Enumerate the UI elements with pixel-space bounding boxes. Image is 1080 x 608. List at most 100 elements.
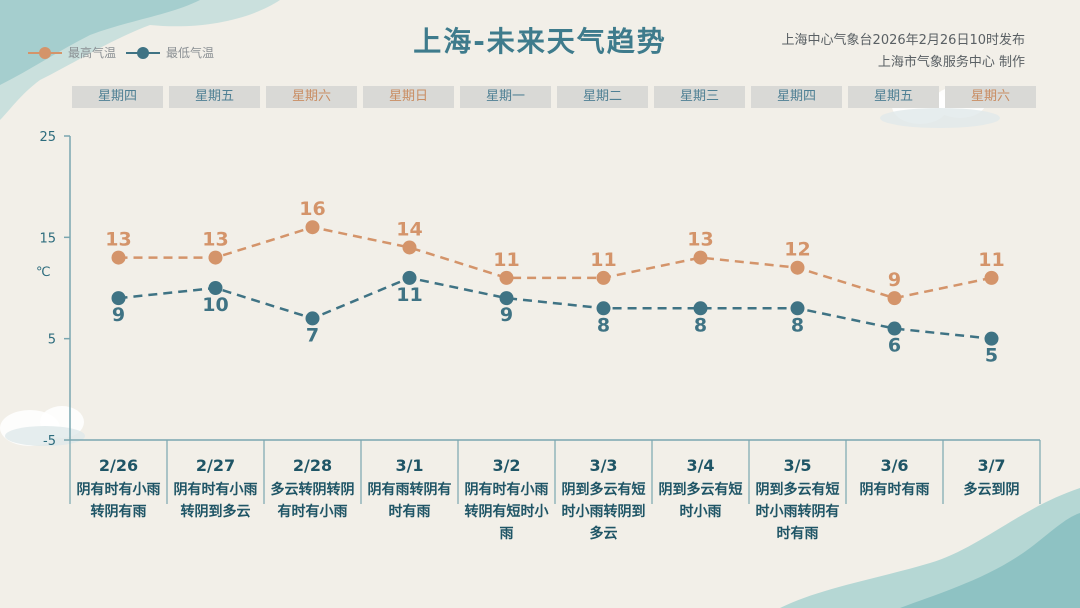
forecast-day-column: 3/4 阴到多云有短时小雨: [652, 442, 749, 523]
legend-low-label: 最低气温: [166, 46, 215, 60]
high-temp-point: [402, 240, 417, 255]
low-temp-point: [111, 291, 126, 306]
forecast-day-column: 2/27 阴有时有小雨转阴到多云: [167, 442, 264, 523]
weather-description: 阴有时有小雨转阴到多云: [173, 482, 258, 520]
low-temp-value: 7: [306, 324, 319, 346]
weekday-label: 星期二: [557, 86, 648, 108]
high-temp-point: [596, 270, 611, 285]
weekday-label: 星期一: [460, 86, 551, 108]
high-temp-point: [111, 250, 126, 265]
forecast-date: 2/28: [292, 456, 333, 475]
weekday-row: 星期四 星期五 星期六 星期日 星期一 星期二 星期三 星期四 星期五 星期六: [70, 86, 1040, 108]
high-temp-point: [305, 220, 320, 235]
forecast-date: 3/5: [783, 456, 812, 475]
low-temp-value: 8: [597, 314, 610, 336]
high-temp-line: [118, 225, 992, 300]
page-title: 上海-未来天气趋势: [413, 25, 667, 58]
forecast-day-column: 3/5 阴到多云有短时小雨转阴有时有雨: [749, 442, 846, 545]
weekday-label: 星期日: [363, 86, 454, 108]
low-temp-value: 11: [396, 284, 422, 306]
issue-time-text: 上海中心气象台2026年2月26日10时发布: [781, 33, 1025, 48]
weather-description: 阴到多云有短时小雨: [658, 482, 743, 520]
high-temp-value: 11: [978, 249, 1004, 271]
forecast-day-column: 3/1 阴有雨转阴有时有雨: [361, 442, 458, 523]
y-axis-unit-label: ℃: [36, 265, 51, 280]
weather-description: 阴有时有小雨转阴有短时小雨: [464, 482, 549, 542]
forecast-date: 3/1: [395, 456, 424, 475]
forecast-day-column: 2/28 多云转阴转阴有时有小雨: [264, 442, 361, 523]
chart-legend: 最高气温 最低气温: [28, 44, 214, 61]
y-tick-label: -5: [43, 434, 56, 449]
high-temp-point: [887, 291, 902, 306]
weekday-label: 星期六: [266, 86, 357, 108]
legend-high-marker: [28, 46, 62, 59]
high-temp-point: [499, 270, 514, 285]
forecast-date: 2/27: [195, 456, 236, 475]
low-temp-point: [499, 291, 514, 306]
legend-item-low: 最低气温: [126, 44, 214, 61]
forecast-day-column: 3/7 多云到阴: [943, 442, 1040, 501]
forecast-day-column: 2/26 阴有时有小雨转阴有雨: [70, 442, 167, 523]
high-temp-point: [984, 270, 999, 285]
weekday-label: 星期三: [654, 86, 745, 108]
weather-description: 阴有时有雨: [859, 482, 930, 498]
legend-high-label: 最高气温: [68, 46, 117, 60]
high-temp-value: 13: [105, 229, 131, 251]
forecast-date: 3/7: [977, 456, 1006, 475]
forecast-date: 3/3: [589, 456, 618, 475]
forecast-date: 3/4: [686, 456, 715, 475]
weather-description: 阴到多云有短时小雨转阴有时有雨: [755, 482, 840, 542]
low-temp-point: [887, 321, 902, 336]
low-temp-value: 8: [791, 314, 804, 336]
high-temp-value: 16: [299, 198, 325, 220]
high-temp-value: 14: [396, 218, 422, 240]
weather-description: 阴有雨转阴有时有雨: [367, 482, 452, 520]
low-temp-point: [596, 301, 611, 316]
weekday-label: 星期五: [848, 86, 939, 108]
forecast-day-column: 3/2 阴有时有小雨转阴有短时小雨: [458, 442, 555, 545]
low-temp-point: [693, 301, 708, 316]
weekday-label: 星期四: [751, 86, 842, 108]
forecast-date: 3/2: [492, 456, 521, 475]
low-temp-point: [208, 281, 223, 295]
high-temp-value: 13: [202, 229, 228, 251]
y-tick-label: 15: [39, 231, 56, 246]
legend-item-high: 最高气温: [28, 44, 116, 61]
y-tick-label: 25: [39, 130, 56, 145]
low-temp-point: [984, 331, 999, 346]
low-temp-point: [305, 311, 320, 326]
forecast-date: 2/26: [98, 456, 139, 475]
high-temp-value: 9: [888, 269, 901, 291]
weekday-label: 星期五: [169, 86, 260, 108]
weather-description: 多云转阴转阴有时有小雨: [270, 482, 355, 520]
high-temp-value: 13: [687, 229, 713, 251]
high-temp-point: [208, 250, 223, 265]
low-temp-point: [790, 301, 805, 316]
legend-low-marker: [126, 46, 161, 59]
low-temp-line: [118, 276, 992, 340]
weekday-label: 星期六: [945, 86, 1036, 108]
weather-description: 多云到阴: [963, 482, 1020, 498]
low-temp-value: 8: [694, 314, 707, 336]
high-temp-point: [693, 250, 708, 265]
low-temp-value: 6: [888, 335, 901, 357]
high-temp-value: 11: [590, 249, 616, 271]
weekday-label: 星期四: [72, 86, 163, 108]
low-temp-value: 9: [500, 304, 513, 326]
low-temp-value: 5: [985, 345, 998, 367]
forecast-day-column: 3/6 阴有时有雨: [846, 442, 943, 501]
low-temp-point: [402, 270, 417, 285]
high-temp-value: 12: [784, 239, 810, 261]
high-temp-point: [790, 260, 805, 275]
low-temp-value: 10: [202, 294, 228, 316]
forecast-day-column: 3/3 阴到多云有短时小雨转阴到多云: [555, 442, 652, 545]
low-temp-value: 9: [112, 304, 125, 326]
y-tick-label: 5: [48, 333, 56, 348]
producer-text: 上海市气象服务中心 制作: [877, 55, 1025, 70]
issuer-info: 上海中心气象台2026年2月26日10时发布 上海市气象服务中心 制作: [782, 30, 1025, 74]
forecast-date: 3/6: [880, 456, 909, 475]
weather-description: 阴有时有小雨转阴有雨: [76, 482, 161, 520]
weather-description: 阴到多云有短时小雨转阴到多云: [561, 482, 646, 542]
